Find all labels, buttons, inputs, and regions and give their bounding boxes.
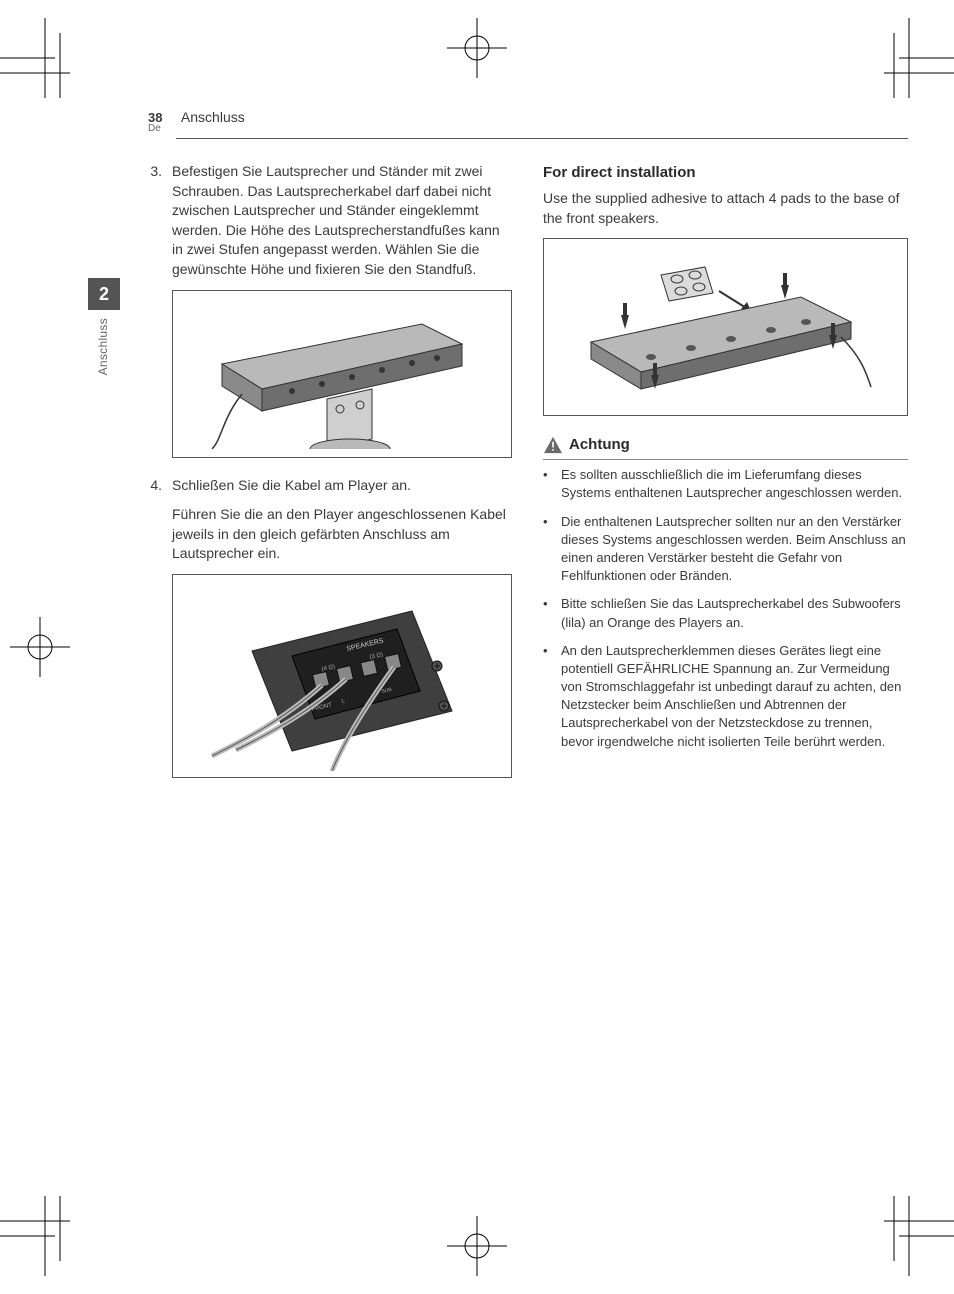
- side-tab: 2 Anschluss: [88, 278, 120, 426]
- caution-list: Es sollten ausschließlich die im Lieferu…: [543, 466, 908, 751]
- direct-install-heading: For direct installation: [543, 162, 908, 183]
- step-4-number: 4.: [148, 476, 162, 496]
- step-3: 3. Befestigen Sie Lautsprecher und Ständ…: [148, 162, 513, 280]
- crop-mark-tl: [0, 18, 120, 98]
- caution-item: Die enthaltenen Lautsprecher sollten nur…: [543, 513, 908, 586]
- figure-player-connectors: SPEAKERS (4 Ω) (3 Ω) FRONT L SUB: [172, 574, 512, 778]
- direct-install-text: Use the supplied adhesive to attach 4 pa…: [543, 189, 908, 228]
- crop-mark-tr: [834, 18, 954, 98]
- left-column: 3. Befestigen Sie Lautsprecher und Ständ…: [148, 162, 513, 796]
- caution-label: Achtung: [569, 434, 630, 455]
- step-4: 4. Schließen Sie die Kabel am Player an.: [148, 476, 513, 496]
- header-rule: [176, 138, 908, 139]
- step-3-text: Befestigen Sie Lautsprecher und Ständer …: [172, 162, 513, 280]
- right-column: For direct installation Use the supplied…: [543, 162, 908, 796]
- section-title: Anschluss: [181, 109, 245, 125]
- crop-mark-br: [834, 1196, 954, 1276]
- chapter-number: 2: [88, 278, 120, 310]
- step-4-subtext: Führen Sie die an den Player angeschloss…: [172, 505, 513, 564]
- caution-item: An den Lautsprecherklemmen dieses Geräte…: [543, 642, 908, 751]
- content-area: 3. Befestigen Sie Lautsprecher und Ständ…: [148, 162, 908, 796]
- chapter-label: Anschluss: [96, 318, 110, 375]
- page-header: 38 Anschluss De: [148, 107, 908, 139]
- step-3-number: 3.: [148, 162, 162, 280]
- warning-icon: [543, 436, 563, 454]
- figure-adhesive-pads: [543, 238, 908, 416]
- caution-heading: Achtung: [543, 434, 908, 460]
- crop-mark-bl: [0, 1196, 120, 1276]
- registration-top: [447, 18, 507, 78]
- registration-left: [10, 617, 70, 677]
- step-4-text: Schließen Sie die Kabel am Player an.: [172, 476, 513, 496]
- lang-code: De: [148, 123, 908, 134]
- caution-item: Es sollten ausschließlich die im Lieferu…: [543, 466, 908, 502]
- registration-bottom: [447, 1216, 507, 1276]
- caution-item: Bitte schließen Sie das Lautsprecherkabe…: [543, 595, 908, 631]
- figure-speaker-on-stand: [172, 290, 512, 458]
